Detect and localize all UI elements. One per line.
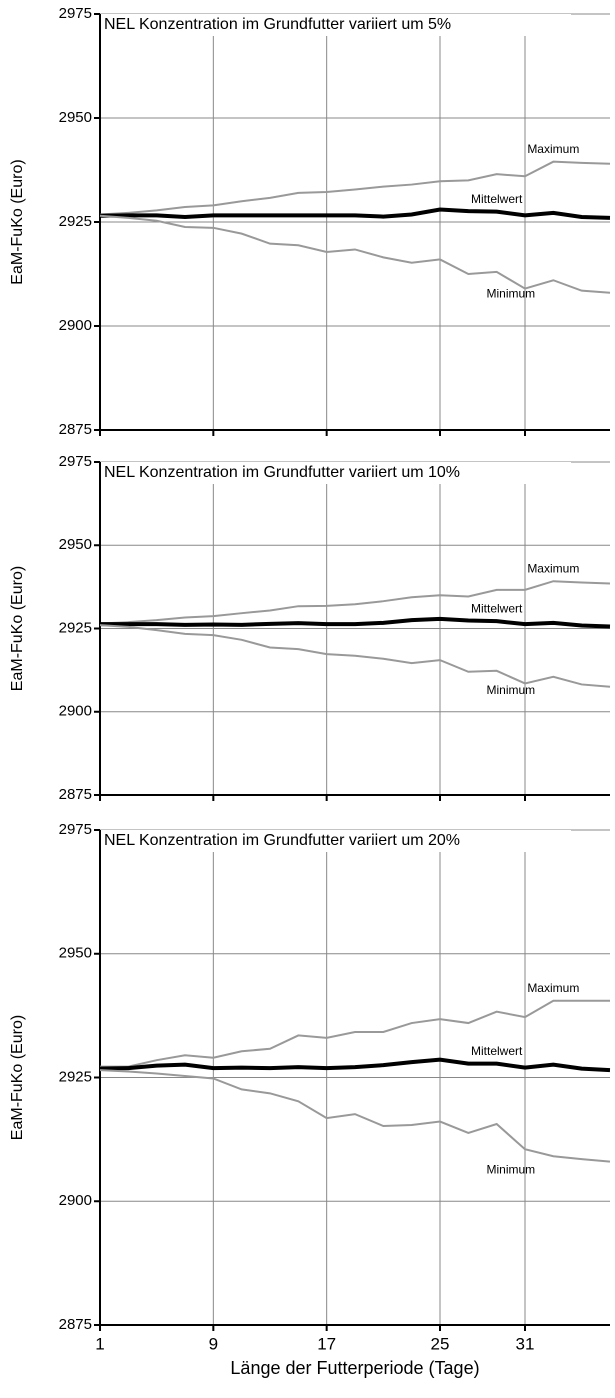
y-tick-label: 2950 — [59, 536, 92, 553]
x-tick-label: 31 — [516, 1334, 535, 1353]
series-label: Minimum — [486, 1162, 535, 1176]
series-label: Minimum — [486, 286, 535, 300]
series-label: Mittelwert — [471, 1044, 523, 1058]
panel-title: NEL Konzentration im Grundfutter variier… — [104, 832, 460, 849]
series-label: Mittelwert — [471, 601, 523, 615]
panel-title: NEL Konzentration im Grundfutter variier… — [104, 16, 451, 33]
y-tick-label: 2975 — [59, 5, 92, 22]
series-label: Maximum — [527, 561, 579, 575]
x-tick-label: 25 — [431, 1334, 450, 1353]
series-line — [99, 160, 611, 216]
x-tick-label: 17 — [317, 1334, 336, 1353]
y-tick-label: 2925 — [59, 619, 92, 636]
series-line — [99, 214, 611, 294]
y-tick-label: 2875 — [59, 1316, 92, 1333]
y-tick-label: 2975 — [59, 453, 92, 470]
y-tick-label: 2875 — [59, 786, 92, 803]
series-line — [99, 1069, 611, 1163]
y-tick-label: 2900 — [59, 317, 92, 334]
x-tick-label: 9 — [209, 1334, 218, 1353]
series-label: Minimum — [486, 683, 535, 697]
series-label: Maximum — [527, 981, 579, 995]
series-line — [100, 616, 611, 629]
panel-title: NEL Konzentration im Grundfutter variier… — [104, 464, 460, 481]
series-line — [99, 1057, 611, 1073]
y-tick-label: 2875 — [59, 421, 92, 438]
y-axis-label: EaM-FuKo (Euro) — [9, 159, 26, 284]
y-tick-label: 2900 — [59, 703, 92, 720]
y-axis-label: EaM-FuKo (Euro) — [9, 1015, 26, 1140]
series-label: Mittelwert — [471, 192, 523, 206]
x-axis-label: Länge der Futterperiode (Tage) — [230, 1358, 479, 1378]
title-box — [101, 830, 571, 852]
y-tick-label: 2925 — [59, 1068, 92, 1085]
y-tick-label: 2900 — [59, 1192, 92, 1209]
series-line — [99, 580, 611, 625]
series-line — [99, 624, 611, 688]
y-tick-label: 2925 — [59, 213, 92, 230]
x-tick-label: 1 — [95, 1334, 104, 1353]
title-box — [101, 14, 571, 36]
y-tick-label: 2950 — [59, 109, 92, 126]
series-line — [99, 207, 611, 220]
title-box — [101, 462, 571, 484]
y-tick-label: 2975 — [59, 821, 92, 838]
series-label: Maximum — [527, 142, 579, 156]
y-axis-label: EaM-FuKo (Euro) — [9, 566, 26, 691]
y-tick-label: 2950 — [59, 945, 92, 962]
series-line — [100, 999, 610, 1068]
